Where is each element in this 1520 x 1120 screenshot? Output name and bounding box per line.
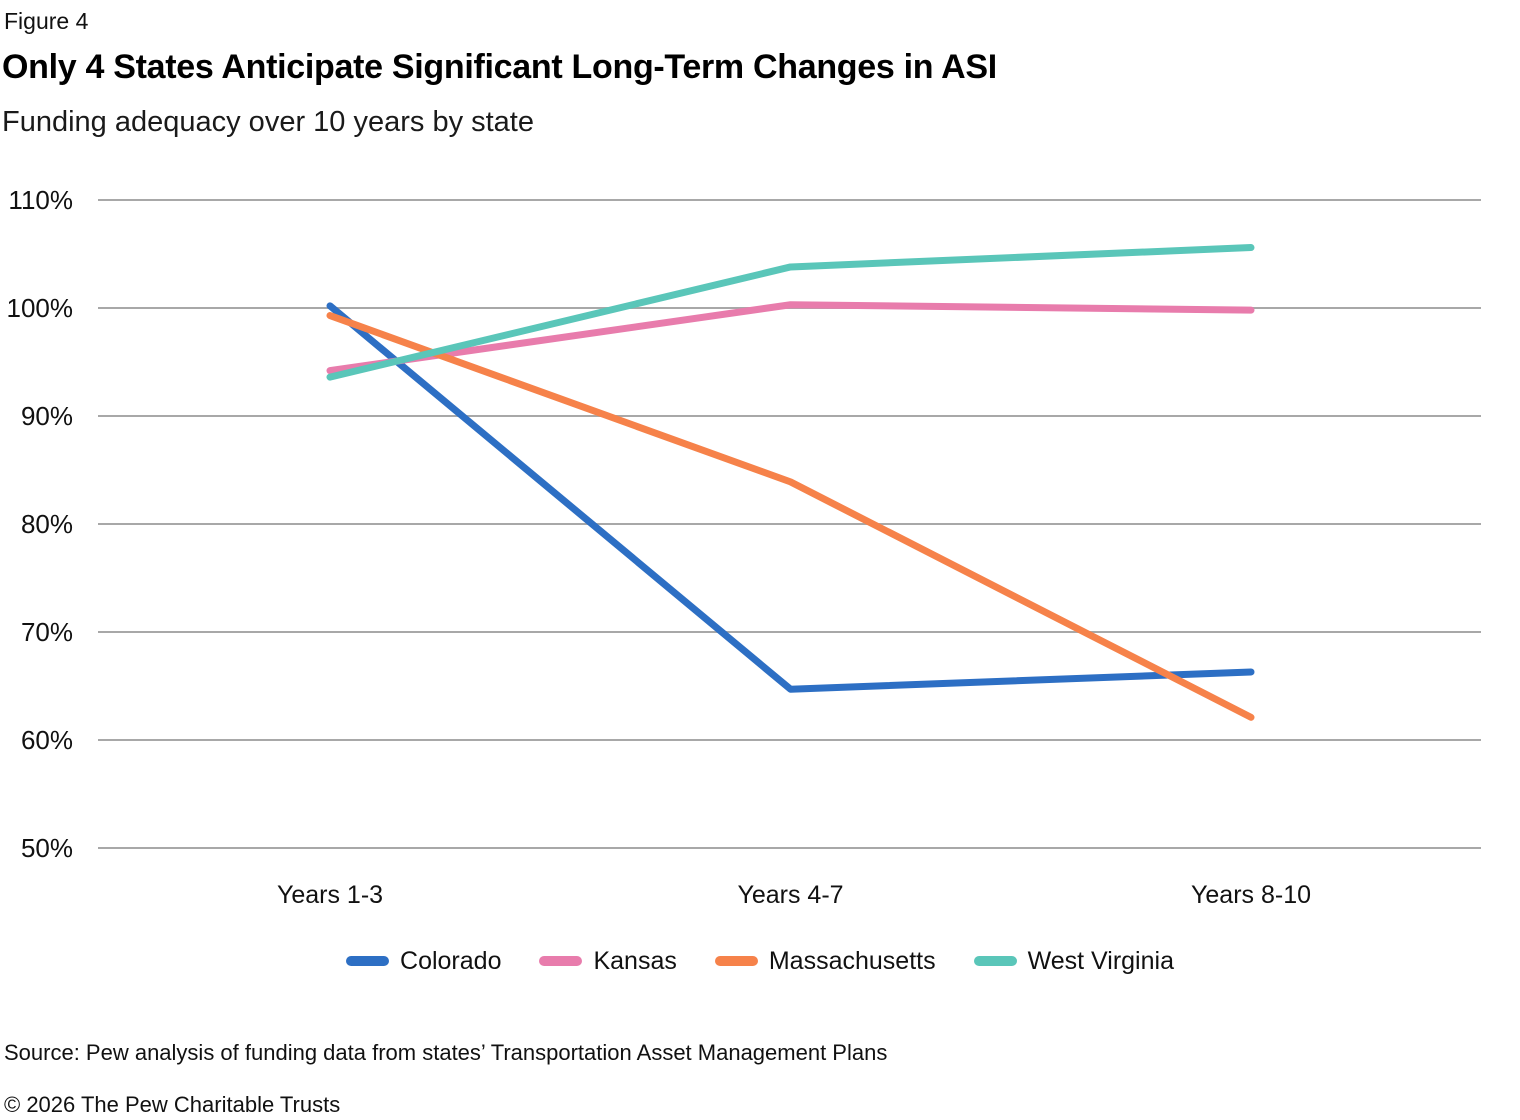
y-axis-tick-label: 100% <box>7 293 74 323</box>
series-line-kansas <box>326 301 1255 375</box>
series-line-massachusetts <box>326 312 1255 721</box>
legend-swatch-icon <box>973 956 1017 966</box>
legend-item-kansas: Kansas <box>539 946 677 976</box>
legend-label: Colorado <box>400 946 502 975</box>
legend-label: Kansas <box>593 946 677 975</box>
series-line-west-virginia <box>326 244 1255 381</box>
legend-swatch-icon <box>346 956 390 966</box>
x-axis-tick-label: Years 4-7 <box>737 881 843 909</box>
chart-title: Only 4 States Anticipate Significant Lon… <box>2 48 997 86</box>
chart-legend: Colorado Kansas Massachusetts West Virginia <box>0 940 1520 982</box>
x-axis-tick-label: Years 8-10 <box>1191 881 1311 909</box>
y-axis-tick-label: 80% <box>21 509 73 539</box>
legend-item-west-virginia: West Virginia <box>973 946 1174 976</box>
chart-subtitle: Funding adequacy over 10 years by state <box>2 106 534 138</box>
legend-label: West Virginia <box>1027 946 1174 975</box>
legend-item-massachusetts: Massachusetts <box>714 946 936 976</box>
copyright-note: © 2026 The Pew Charitable Trusts <box>4 1092 341 1117</box>
y-axis-tick-label: 50% <box>21 833 73 863</box>
y-axis-tick-label: 60% <box>21 725 73 755</box>
line-chart: 110% 100% 90% 80% 70% 60% 50% Years 1-3 Years 4-… <box>7 185 1481 909</box>
legend-item-colorado: Colorado <box>346 947 501 976</box>
source-note: Source: Pew analysis of funding data fro… <box>4 1040 888 1065</box>
x-axis-tick-label: Years 1-3 <box>277 881 383 909</box>
y-axis-tick-label: 70% <box>21 617 73 647</box>
y-axis-tick-label: 110% <box>8 185 73 215</box>
series-line-colorado <box>326 302 1255 693</box>
legend-swatch-icon <box>714 956 758 966</box>
legend-swatch-icon <box>539 956 583 966</box>
y-axis-tick-label: 90% <box>21 401 73 431</box>
figure-number: Figure 4 <box>4 8 89 34</box>
legend-label: Massachusetts <box>768 946 936 975</box>
